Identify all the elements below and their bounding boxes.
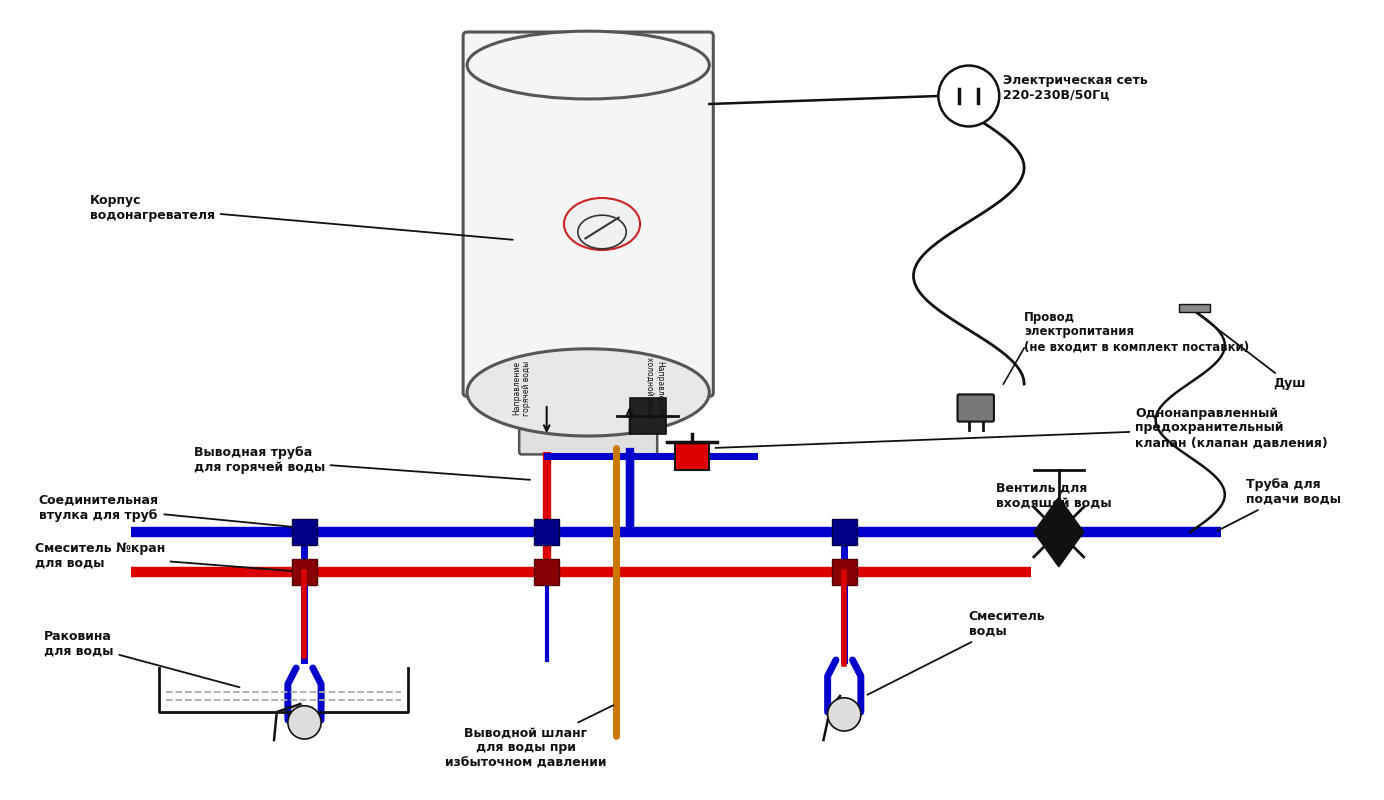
Circle shape [938, 66, 999, 126]
Text: Смеситель №кран
для воды: Смеситель №кран для воды [35, 542, 302, 572]
Bar [292, 519, 317, 545]
Circle shape [288, 706, 321, 739]
Ellipse shape [468, 31, 710, 99]
Text: Выводная труба
для горячей воды: Выводная труба для горячей воды [194, 446, 530, 480]
Text: Вентиль для
входящей воды: Вентиль для входящей воды [996, 482, 1113, 526]
Bar [832, 519, 857, 545]
Polygon shape [1034, 497, 1084, 532]
FancyBboxPatch shape [958, 394, 994, 422]
Text: Провод
электропитания
(не входит в комплект поставки): Провод электропитания (не входит в компл… [1024, 310, 1250, 354]
Bar [534, 519, 559, 545]
Text: Раковина
для воды: Раковина для воды [44, 630, 239, 687]
Ellipse shape [565, 198, 641, 250]
Text: Направление
холодной воды: Направление холодной воды [645, 358, 664, 418]
Bar [292, 559, 317, 585]
Ellipse shape [468, 349, 710, 436]
Text: Электрическая сеть
220-230В/50Гц: Электрическая сеть 220-230В/50Гц [1003, 74, 1149, 102]
Text: Соединительная
втулка для труб: Соединительная втулка для труб [39, 494, 302, 528]
Text: Корпус
водонагревателя: Корпус водонагревателя [90, 194, 512, 240]
Text: Душ: Душ [1193, 310, 1305, 390]
Bar [630, 398, 666, 434]
FancyBboxPatch shape [464, 32, 713, 397]
Bar [832, 559, 857, 585]
Bar [1179, 304, 1210, 312]
Text: Выводной шланг
для воды при
избыточном давлении: Выводной шланг для воды при избыточном д… [446, 706, 613, 770]
Text: Направление
горячей воды: Направление горячей воды [512, 361, 531, 415]
Polygon shape [1034, 532, 1084, 567]
Text: Смеситель
воды: Смеситель воды [868, 610, 1045, 694]
FancyBboxPatch shape [519, 398, 657, 454]
Circle shape [828, 698, 861, 731]
Bar [534, 559, 559, 585]
Bar [675, 442, 709, 470]
Text: Однонаправленный
предохранительный
клапан (клапан давления): Однонаправленный предохранительный клапа… [716, 406, 1327, 450]
Text: Труба для
подачи воды: Труба для подачи воды [1218, 478, 1341, 530]
